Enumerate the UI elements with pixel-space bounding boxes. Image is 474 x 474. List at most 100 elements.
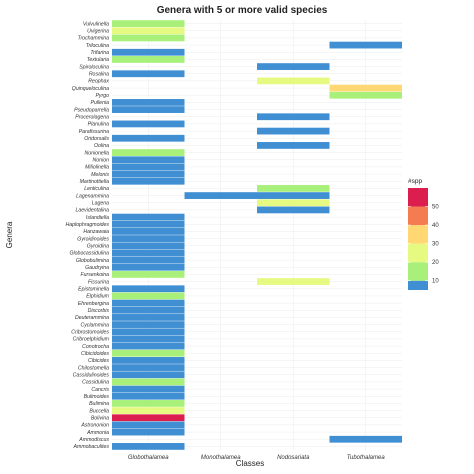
plot-panel	[112, 20, 402, 450]
heatmap-cell	[112, 371, 185, 379]
x-tick-label: Monothalamea	[201, 455, 241, 461]
heatmap-cell	[112, 170, 185, 178]
y-tick-label: Pseudoparrella	[74, 107, 109, 113]
heatmap-cell	[112, 421, 185, 429]
legend-swatch	[408, 188, 428, 207]
heatmap-cell	[112, 306, 185, 314]
y-tick-label: Gyroidina	[87, 244, 109, 250]
heatmap-cell	[112, 34, 185, 42]
y-tick-label: Nonion	[93, 158, 110, 164]
heatmap-cell	[257, 127, 330, 135]
heatmap-cell	[112, 56, 185, 63]
y-tick-label: Ammobaculites	[73, 444, 110, 450]
heatmap-cell	[112, 149, 185, 156]
heatmap-cell	[257, 142, 330, 149]
y-tick-label: Spiroloculina	[79, 64, 109, 70]
heatmap-cell	[112, 342, 185, 350]
y-tick-label: Cibicides	[88, 358, 109, 364]
heatmap-cell	[329, 435, 402, 443]
heatmap-cell	[112, 220, 185, 228]
y-tick-label: Bolivina	[91, 416, 109, 422]
heatmap-cell	[112, 163, 185, 171]
legend-tick-label: 10	[432, 279, 439, 285]
y-tick-label: Cancris	[91, 387, 109, 393]
heatmap-cell	[112, 385, 185, 393]
y-tick-label: Globocassidulina	[69, 251, 109, 257]
heatmap-cell	[184, 192, 257, 199]
legend-swatch	[408, 225, 428, 244]
y-tick-label: Ehrenbergina	[78, 301, 109, 307]
y-tick-label: Haplophragmoides	[65, 222, 109, 228]
y-tick-label: Nonionella	[84, 150, 109, 156]
legend-tick-label: 50	[432, 205, 439, 211]
x-tick-label: Nodosariata	[277, 455, 310, 461]
heatmap-cell	[257, 278, 330, 285]
legend: #spp 10 20 30 40 50	[408, 178, 439, 290]
y-tick-label: Oridorsalis	[84, 136, 109, 142]
y-tick-label: Bulimina	[89, 401, 109, 407]
heatmap-cell	[112, 48, 185, 56]
heatmap-cell	[329, 84, 402, 92]
heatmap-cell	[112, 177, 185, 185]
y-tick-label: Discorbis	[88, 308, 110, 314]
y-tick-label: Elphidium	[86, 294, 109, 300]
heatmap-cell	[257, 63, 330, 70]
heatmap-cell	[112, 400, 185, 407]
legend-title: #spp	[408, 178, 422, 185]
heatmap-cell	[112, 314, 185, 321]
heatmap-cell	[112, 156, 185, 164]
heatmap-cell	[257, 192, 330, 199]
y-tick-label: Cribroelphidium	[73, 337, 110, 343]
heatmap-cell	[112, 328, 185, 336]
heatmap-cell	[112, 106, 185, 113]
legend-tick-label: 20	[432, 260, 439, 266]
heatmap-cell	[112, 228, 185, 235]
heatmap-cell	[257, 77, 330, 85]
heatmap-cell	[112, 299, 185, 307]
y-tick-label: Ammonia	[86, 430, 109, 436]
y-tick-label: Planulina	[88, 122, 109, 128]
y-tick-label: Lagena	[92, 201, 109, 207]
heatmap-cell	[112, 414, 185, 422]
y-tick-labels: Vulvulinella UvigerinaTrochamminaTrilocul…	[65, 21, 109, 450]
y-tick-label: Gaudryina	[85, 265, 109, 271]
y-tick-label: Martinottiella	[80, 179, 110, 185]
x-tick-labels: Globothalamea Monothalamea Nodosariata Tubo…	[128, 455, 385, 461]
y-tick-label: Bulimoides	[84, 394, 110, 400]
y-tick-label: Buccella	[89, 408, 109, 414]
y-tick-label: Cibicidoides	[81, 351, 109, 357]
legend-colorbar	[408, 188, 428, 290]
heatmap-cell	[257, 199, 330, 207]
y-tick-label: Trochammina	[78, 36, 109, 42]
legend-swatch	[408, 206, 428, 226]
y-tick-label: Hanzawaia	[83, 229, 109, 235]
heatmap-cell	[112, 20, 185, 27]
x-tick-label: Tubothalamea	[347, 455, 386, 461]
y-tick-label: Miliolinella	[85, 165, 109, 171]
heatmap-cell	[112, 407, 185, 414]
heatmap-cell	[112, 349, 185, 357]
heatmap-cell	[329, 41, 402, 49]
heatmap-cell	[112, 99, 185, 106]
y-tick-label: Deuterammina	[75, 315, 109, 321]
heatmap-cell	[112, 285, 185, 293]
y-tick-label: Fissurina	[88, 279, 109, 285]
y-tick-label: Cassidulina	[82, 380, 109, 386]
heatmap-cell	[112, 357, 185, 364]
heatmap-cells	[112, 20, 402, 450]
y-tick-label: Epistominella	[78, 287, 109, 293]
heatmap-cell	[112, 428, 185, 436]
y-tick-label: Rosalina	[89, 72, 109, 78]
y-tick-label: Trifarina	[90, 50, 109, 56]
y-tick-label: Laevidentalina	[76, 208, 110, 214]
heatmap-cell	[257, 206, 330, 214]
heatmap-cell	[257, 185, 330, 192]
heatmap-cell	[112, 271, 185, 278]
y-tick-label: Textularia	[87, 57, 109, 63]
y-tick-label: Conotrocha	[82, 344, 109, 350]
y-tick-label: Cyclammina	[80, 322, 109, 328]
legend-tick-label: 30	[432, 242, 439, 248]
heatmap-cell	[112, 321, 185, 328]
heatmap-cell	[112, 120, 185, 128]
